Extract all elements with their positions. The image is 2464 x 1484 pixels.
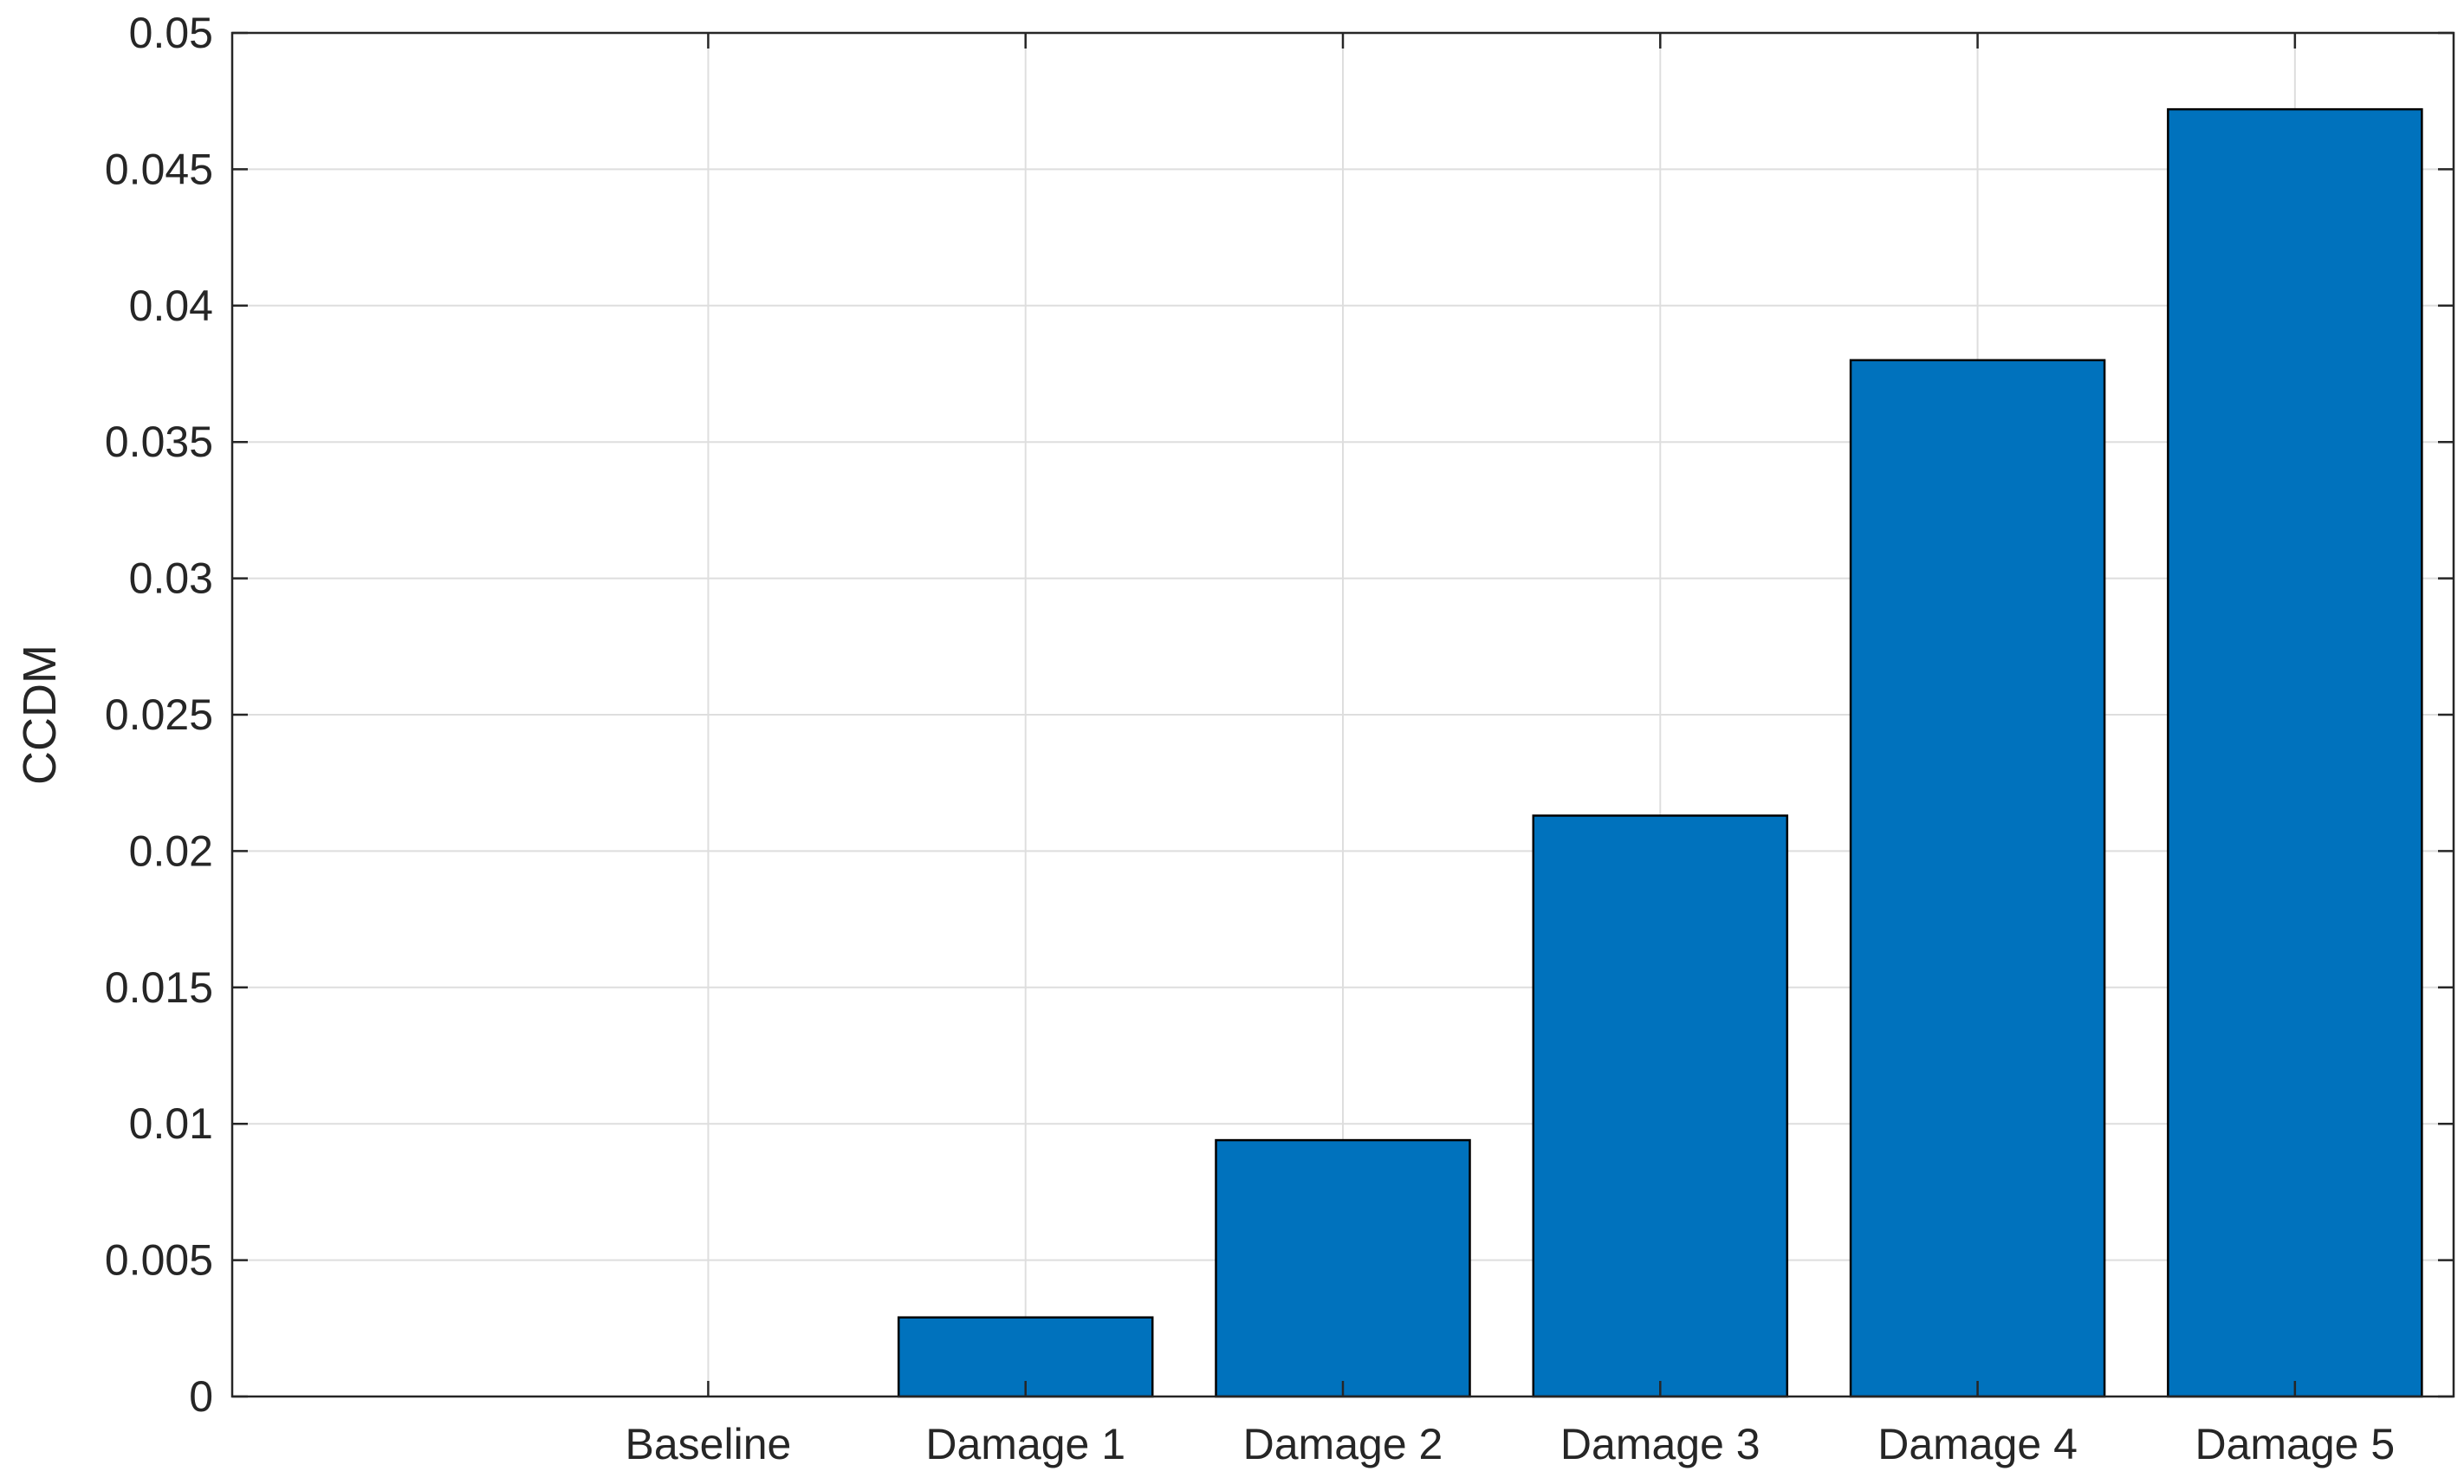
x-tick-label-2: Damage 2 xyxy=(1243,1420,1443,1468)
bar-damage-5 xyxy=(2167,107,2423,1398)
y-tick-label-4: 0.02 xyxy=(129,826,213,875)
y-tick-label-1: 0.005 xyxy=(105,1236,213,1285)
y-tick-label-7: 0.035 xyxy=(105,418,213,466)
y-tick-label-8: 0.04 xyxy=(129,282,213,330)
y-tick-label-5: 0.025 xyxy=(105,690,213,739)
axes xyxy=(230,31,2455,1398)
y-tick-label-0: 0 xyxy=(189,1372,213,1421)
y-tick-label-3: 0.015 xyxy=(105,963,213,1012)
bars xyxy=(897,107,2423,1398)
y-tick-label-6: 0.03 xyxy=(129,554,213,603)
y-tick-label-10: 0.05 xyxy=(129,9,213,57)
x-tick-label-3: Damage 3 xyxy=(1560,1420,1760,1468)
bar-damage-4 xyxy=(1849,359,2106,1398)
bar-damage-3 xyxy=(1532,814,1789,1398)
bar-damage-2 xyxy=(1215,1138,1471,1398)
tick-labels: 0 0.005 0.01 0.015 0.02 0.025 0.03 0.035 0.04 0.0… xyxy=(105,9,2395,1468)
y-tick-label-9: 0.045 xyxy=(105,145,213,193)
x-tick-label-4: Damage 4 xyxy=(1877,1420,2078,1468)
x-tick-label-0: Baseline xyxy=(626,1420,792,1468)
x-tick-label-1: Damage 1 xyxy=(925,1420,1125,1468)
y-axis-label: CCDM xyxy=(14,645,66,785)
y-tick-label-2: 0.01 xyxy=(129,1099,213,1148)
x-tick-label-5: Damage 5 xyxy=(2195,1420,2396,1468)
